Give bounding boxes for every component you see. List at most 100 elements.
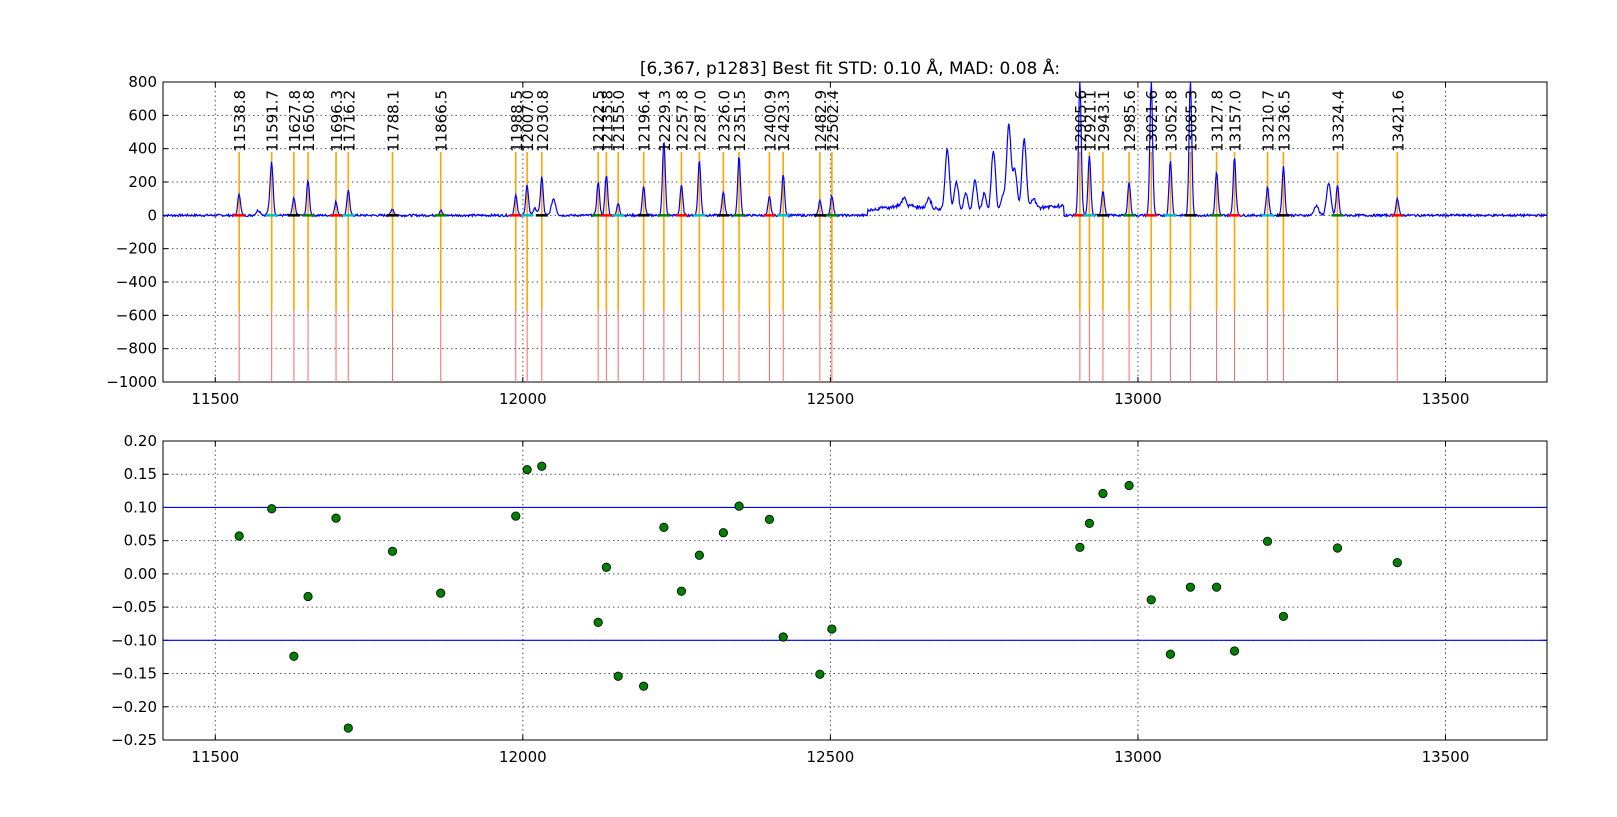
- line-label: 12155.0: [610, 90, 628, 152]
- residual-ytick-label: −0.25: [111, 731, 157, 749]
- line-label: 12423.3: [775, 90, 793, 152]
- residual-ytick-label: 0.05: [124, 532, 157, 550]
- residual-ytick-label: −0.15: [111, 665, 157, 683]
- residual-point: [593, 617, 603, 627]
- residual-point: [1332, 543, 1343, 553]
- residual-ytick-label: −0.05: [111, 598, 157, 616]
- line-label: 11650.8: [300, 90, 318, 152]
- residual-point: [234, 531, 244, 541]
- line-label: 12326.0: [715, 90, 733, 152]
- line-label: 13421.6: [1389, 90, 1407, 152]
- residual-point: [827, 624, 837, 634]
- residual-ytick-label: 0.15: [124, 465, 157, 483]
- residual-point: [1098, 488, 1108, 499]
- residual-ytick-label: 0.20: [124, 432, 157, 450]
- line-label: 13210.7: [1260, 90, 1278, 152]
- line-label: 13021.6: [1143, 90, 1161, 152]
- residual-point: [1165, 649, 1176, 659]
- spectrum-ytick-label: −600: [116, 306, 157, 324]
- spectrum-xtick-label: 13000: [1114, 390, 1162, 408]
- residual-point: [694, 550, 704, 560]
- residual-point: [289, 651, 299, 661]
- line-label: 12482.9: [812, 90, 830, 152]
- line-label: 11627.8: [286, 90, 304, 152]
- residual-point: [303, 591, 313, 602]
- line-label: 12007.0: [519, 90, 537, 152]
- residual-xtick-label: 13000: [1114, 748, 1162, 766]
- residual-point: [1185, 582, 1196, 592]
- residual-point: [331, 513, 341, 523]
- residual-xtick-label: 13500: [1422, 748, 1470, 766]
- residual-point: [1262, 536, 1273, 546]
- residual-point: [815, 669, 825, 679]
- residual-xtick-label: 12000: [499, 748, 547, 766]
- line-label: 13324.4: [1329, 90, 1347, 152]
- chart-title: [6,367, p1283] Best fit STD: 0.10 Å, MAD…: [640, 57, 1060, 79]
- residual-point: [537, 461, 547, 471]
- spectrum-ytick-label: 0: [147, 206, 157, 224]
- line-label: 12905.6: [1072, 90, 1090, 152]
- spectrum-xtick-label: 12000: [499, 390, 547, 408]
- spectrum-ytick-label: −1000: [106, 373, 157, 391]
- line-label: 12287.0: [691, 90, 709, 152]
- residual-point: [436, 588, 446, 598]
- spectrum-ytick-label: 200: [128, 173, 157, 191]
- spectrum-ytick-label: 600: [128, 106, 157, 124]
- residual-point: [718, 528, 728, 538]
- line-label: 12943.1: [1095, 90, 1113, 152]
- line-label: 13127.8: [1209, 90, 1227, 152]
- spectrum-xtick-label: 13500: [1422, 390, 1470, 408]
- line-label: 11716.2: [340, 90, 358, 152]
- line-label: 12502.4: [824, 90, 842, 152]
- line-label: 11538.8: [231, 90, 249, 152]
- residual-point: [1278, 611, 1289, 622]
- line-label: 12135.8: [598, 90, 616, 152]
- spectrum-series: [163, 82, 1547, 219]
- line-label: 12400.9: [761, 90, 779, 152]
- line-label: 13236.5: [1275, 90, 1293, 152]
- residual-ytick-label: 0.00: [124, 565, 157, 583]
- residual-point: [1211, 582, 1222, 592]
- line-label: 11788.1: [384, 90, 402, 152]
- spectrum-ytick-label: −400: [116, 273, 157, 291]
- spectrum-ytick-label: −800: [116, 340, 157, 358]
- line-label: 11591.7: [264, 90, 282, 152]
- residual-point: [1084, 518, 1095, 528]
- residual-point: [511, 511, 521, 521]
- residual-point: [1392, 557, 1402, 568]
- spectrum-plot-area: [163, 82, 1547, 382]
- spectrum-ytick-label: −200: [116, 240, 157, 258]
- line-label: 11866.5: [433, 90, 451, 152]
- line-label: 13085.3: [1182, 90, 1200, 152]
- spectrum-xtick-label: 12500: [807, 390, 855, 408]
- residual-point: [1075, 542, 1085, 552]
- residual-xtick-label: 11500: [191, 748, 239, 766]
- residual-point: [1146, 595, 1156, 605]
- line-label: 13052.8: [1162, 90, 1180, 152]
- spectrum-frame: [162, 81, 1548, 383]
- residual-point: [387, 546, 398, 556]
- line-label: 12196.4: [636, 90, 654, 152]
- spectrum-panel: 11500 12000 12500 13000 13500 −1000 −800 −600 −4…: [106, 73, 1548, 408]
- residual-xtick-label: 12500: [807, 748, 855, 766]
- residual-panel: 11500 12000 12500 13000 13500 −0.25 −0.20 −0.15…: [111, 432, 1548, 766]
- line-label: 13157.0: [1227, 90, 1245, 152]
- residual-ytick-label: −0.20: [111, 698, 157, 716]
- line-label: 12921.1: [1081, 90, 1099, 152]
- line-label: 12257.8: [673, 90, 691, 152]
- line-label: 12351.5: [731, 90, 749, 152]
- residual-point: [778, 632, 788, 642]
- spectrum-xtick-label: 11500: [191, 390, 239, 408]
- line-label: 12030.8: [534, 90, 552, 152]
- spectrum-ytick-label: 800: [128, 73, 157, 91]
- residual-point: [734, 501, 744, 511]
- residual-point: [1124, 480, 1134, 491]
- residual-point: [613, 671, 623, 681]
- residual-point: [522, 464, 532, 475]
- line-label: 11988.5: [508, 90, 526, 152]
- line-label: 12229.3: [656, 90, 674, 152]
- line-label: 11696.3: [328, 90, 346, 152]
- spectrum-ytick-label: 400: [128, 140, 157, 158]
